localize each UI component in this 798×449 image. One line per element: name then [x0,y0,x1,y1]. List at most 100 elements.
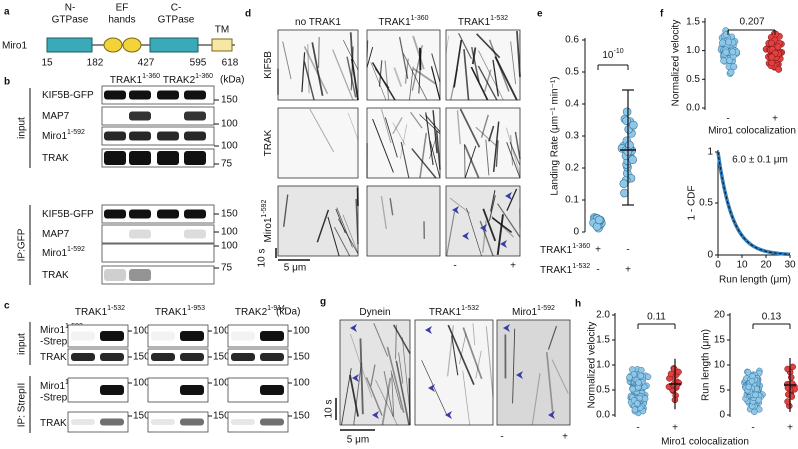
kymograph-trace [383,371,394,417]
condition-label: + [510,261,516,272]
arrowhead [462,232,469,240]
kymograph-trace [429,141,441,179]
dot [626,373,633,381]
blot-band [100,418,124,426]
panel-label: e [537,9,543,20]
label-superscript: 1-592 [537,305,555,312]
blot [67,324,129,348]
tick-label: 0.5 [596,385,610,396]
axis-label: 1 - CDF [687,186,698,221]
category-label: - [751,423,754,434]
row-label: KIF5B-GFP [42,90,94,101]
panel-label: f [660,9,664,20]
axis-label: Miro1 colocalization [661,437,749,448]
kymograph-trace [400,141,410,179]
label-main: TRAK1 [458,17,491,28]
dot [748,377,756,385]
blot [101,224,215,244]
kymograph-trace [471,46,480,83]
condition-label: + [562,432,568,443]
panel-label: b [4,77,10,88]
kymograph-trace [303,46,329,95]
blot-band [260,418,284,426]
dot [667,370,675,378]
tick-label: 0.3 [565,131,579,142]
arrowhead [505,192,512,200]
kymograph-trace [375,379,398,426]
arrowhead [350,324,357,332]
residue-number: 595 [190,58,207,69]
blot-band [157,90,179,100]
blot-band [71,331,95,341]
label-main: TRAK2 [235,307,268,318]
column-header: no TRAK1 [295,17,341,28]
tick-label: 0.0 [596,410,610,421]
label-main: Miro1 [40,325,65,336]
label-main: TRAK [42,270,69,281]
arrowhead [425,326,432,334]
kymograph-trace [429,137,437,159]
dot [772,30,780,38]
kymograph-trace [332,49,354,101]
scale-label: 5 μm [284,263,306,274]
dot [718,39,726,47]
blot [67,377,129,403]
kymograph-trace [445,35,450,54]
kymograph-trace [506,188,518,211]
column-header: TRAK21-914 [235,305,285,317]
dot [622,116,631,125]
dot [594,215,604,225]
kymograph-trace [490,190,496,212]
sign: + [625,265,631,276]
blot-band [151,331,175,341]
dot [725,38,733,46]
domain-ef-hand [103,37,123,53]
blot-band [129,131,151,141]
kymograph-trace [283,194,289,227]
blot-band [260,353,284,361]
axis-label: Run length (μm) [719,275,791,286]
label-main: Miro1 [512,307,537,318]
kymograph-trace [334,226,351,257]
kymograph-trace [335,208,346,234]
kymograph-trace [412,35,425,70]
kymograph-trace [451,335,459,376]
label-main: Miro1 [40,381,65,392]
condition-label: - [500,432,503,443]
label-main: TRAK [42,153,69,164]
label-main: TRAK1 [429,307,462,318]
blot-band [260,331,284,341]
kymograph-trace [309,108,335,153]
tick-label: 30 [784,260,796,271]
kymograph-trace [393,67,403,87]
tick-label: 1.5 [686,17,700,28]
scale-label: 10 s [257,249,268,268]
kymograph-trace [327,216,340,257]
kymograph-trace [398,352,404,384]
condition-label: - [453,261,456,272]
blot [227,324,289,348]
blot-band [260,385,284,395]
label-superscript: 1-360 [572,243,590,250]
kymograph-trace [463,144,466,179]
kymograph [277,185,359,257]
marker-label: 100 [221,119,238,130]
blot-band [104,151,126,165]
blot [67,411,129,433]
kymograph-trace [378,60,383,87]
column-header: TRAK11-532 [458,15,508,27]
kymograph-trace [497,203,521,238]
blot-band [231,331,255,341]
dot [744,368,752,376]
dot [644,373,652,381]
column-header: TRAK11-953 [155,305,205,317]
kymograph-trace [431,53,441,83]
blot [101,265,215,285]
kymograph-trace [384,117,398,158]
marker-label: 100 [133,378,150,389]
column-header: Dynein [359,307,390,318]
dot [619,179,629,189]
row-label: TRAK [42,270,69,281]
